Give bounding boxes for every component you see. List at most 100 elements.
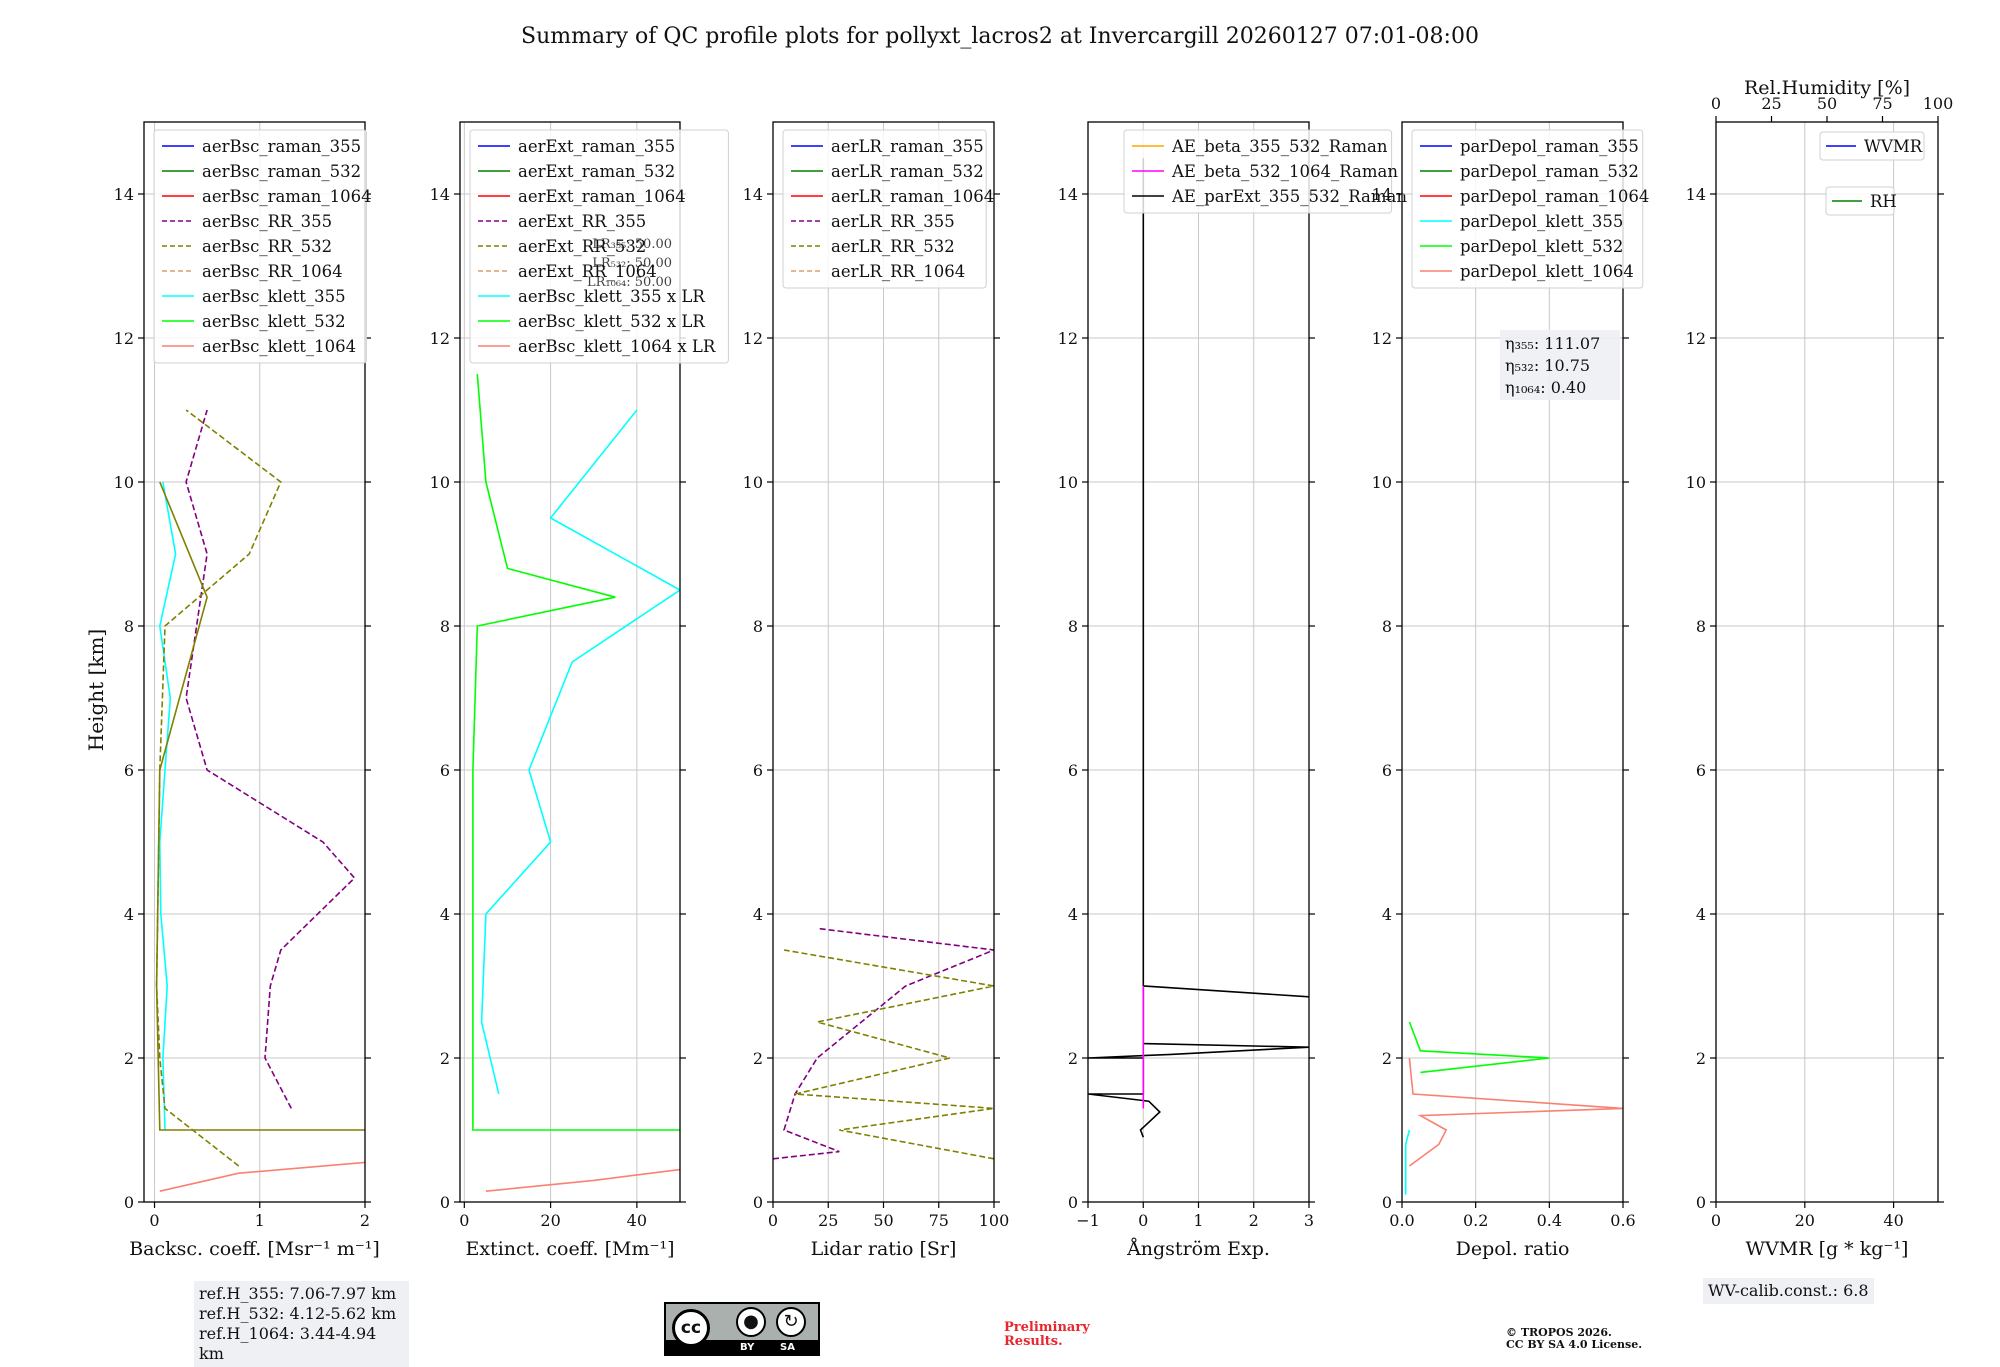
y-tick-label: 2 — [124, 1049, 134, 1068]
legend-label-aerBsc_raman_532: aerBsc_raman_532 — [202, 162, 361, 181]
y-tick-label: 12 — [430, 329, 450, 348]
y-tick-label: 2 — [1068, 1049, 1078, 1068]
series-line-parDepol_klett_1064 — [1408, 1057, 1623, 1167]
preliminary-line-2: Results. — [1004, 1334, 1063, 1349]
y-tick-label: 0 — [1382, 1193, 1392, 1212]
series-group — [773, 927, 994, 1160]
legend-label-parDepol_raman_1064: parDepol_raman_1064 — [1460, 187, 1649, 206]
legend-label-aerBsc_raman_355: aerBsc_raman_355 — [202, 137, 361, 156]
y-tick-label: 10 — [743, 473, 763, 492]
legend-label-aerBsc_klett_532 x LR: aerBsc_klett_532 x LR — [518, 312, 705, 331]
x-axis-label: Ångström Exp. — [1126, 1238, 1270, 1260]
y-tick-label: 12 — [1058, 329, 1078, 348]
series-line-AE_parExt_355_532_Raman — [1088, 158, 1309, 1138]
y-tick-label: 6 — [124, 761, 134, 780]
x-axis-label: Lidar ratio [Sr] — [811, 1238, 957, 1260]
panel-extinction: 0 20 40 0 2 4 6 8 10 12 14 Extinct. coeff. [Mm⁻¹] ae… — [430, 121, 729, 1260]
x2-tick-label: 50 — [1817, 94, 1837, 113]
y-tick-label: 0 — [753, 1193, 763, 1212]
eta-label: η₅₃₂: 10.75 — [1505, 356, 1590, 375]
legend-label-parDepol_klett_532: parDepol_klett_532 — [1460, 237, 1623, 256]
legend-label-parDepol_klett_355: parDepol_klett_355 — [1460, 212, 1623, 231]
x-axis-label: WVMR [g * kg⁻¹] — [1746, 1238, 1909, 1260]
copyright-note: © TROPOS 2026. CC BY SA 4.0 License. — [1506, 1327, 1642, 1351]
y-tick-label: 14 — [1686, 185, 1706, 204]
y-tick-label: 8 — [124, 617, 134, 636]
series-group — [1088, 158, 1309, 1138]
lr-label: LR₅₃₂: 50.00 — [592, 256, 672, 271]
x-tick-label: 20 — [540, 1211, 560, 1230]
x-tick-label: 1 — [255, 1211, 265, 1230]
series-line-aerBsc_klett_1064 — [159, 1161, 365, 1192]
legend-label-parDepol_raman_355: parDepol_raman_355 — [1460, 137, 1639, 156]
legend-label-aerBsc_RR_355: aerBsc_RR_355 — [202, 212, 332, 231]
series-line-aerBsc_klett_532 — [155, 481, 365, 1131]
y-tick-label: 8 — [1382, 617, 1392, 636]
y-tick-label: 0 — [1696, 1193, 1706, 1212]
legend-label-parDepol_klett_1064: parDepol_klett_1064 — [1460, 262, 1634, 281]
y-tick-label: 0 — [124, 1193, 134, 1212]
x2-tick-label: 100 — [1923, 94, 1954, 113]
series-line-aerBsc_klett_355 x LR — [480, 409, 680, 1095]
x-tick-label: 0 — [459, 1211, 469, 1230]
cc-icon: cc — [672, 1309, 710, 1347]
legend-box — [782, 129, 987, 289]
x-tick-label: −1 — [1076, 1211, 1100, 1230]
y-tick-label: 2 — [440, 1049, 450, 1068]
legend-label-aerLR_RR_1064: aerLR_RR_1064 — [831, 262, 965, 281]
legend-box — [1411, 129, 1644, 289]
x-axis-label: Extinct. coeff. [Mm⁻¹] — [465, 1238, 674, 1260]
x-tick-label: 0.2 — [1463, 1211, 1488, 1230]
x-axis-label: Backsc. coeff. [Msr⁻¹ m⁻¹] — [129, 1238, 380, 1260]
by-icon: ● — [736, 1307, 766, 1337]
panel-wvmr: 0 20 40 0 2 4 6 8 10 12 14 WVMR [g * kg⁻¹] 0 25 50 75 10… — [1686, 77, 1954, 1260]
x-tick-label: 0 — [1711, 1211, 1721, 1230]
x-tick-label: 0.6 — [1610, 1211, 1635, 1230]
legend-label-aerBsc_klett_1064 x LR: aerBsc_klett_1064 x LR — [518, 337, 716, 356]
y-tick-label: 4 — [124, 905, 134, 924]
y-tick-label: 6 — [753, 761, 763, 780]
wv-calib-const: WV-calib.const.: 6.8 — [1708, 1281, 1869, 1300]
legend-box — [153, 129, 367, 364]
y-tick-label: 10 — [1686, 473, 1706, 492]
legend-label-aerBsc_klett_355: aerBsc_klett_355 — [202, 287, 346, 306]
panel-lidar-ratio: 0 25 50 75 100 0 2 4 6 8 10 12 14 Lidar ratio [Sr] aer… — [743, 121, 1009, 1260]
ref-height-box: ref.H_355: 7.06-7.97 km ref.H_532: 4.12-… — [194, 1281, 409, 1367]
series-line-parDepol_klett_355 — [1404, 1129, 1411, 1195]
x-tick-label: 40 — [1883, 1211, 1903, 1230]
legend-label-AE_beta_355_532_Raman: AE_beta_355_532_Raman — [1171, 137, 1388, 156]
legend-label-parDepol_raman_532: parDepol_raman_532 — [1460, 162, 1639, 181]
legend-label-aerBsc_klett_355 x LR: aerBsc_klett_355 x LR — [518, 287, 705, 306]
ref-height-1064: ref.H_1064: 3.44-4.94 km — [199, 1324, 377, 1363]
preliminary-note: Preliminary Results. — [1004, 1321, 1090, 1349]
y-tick-label: 2 — [1696, 1049, 1706, 1068]
y-tick-label: 14 — [1058, 185, 1078, 204]
legend-label-aerBsc_klett_532: aerBsc_klett_532 — [202, 312, 346, 331]
x-axis-label: Depol. ratio — [1456, 1238, 1570, 1260]
y-tick-label: 4 — [1696, 905, 1706, 924]
legend-box — [1123, 129, 1393, 214]
legend-label-WVMR: WVMR — [1864, 137, 1923, 156]
legend-label-aerBsc_RR_532: aerBsc_RR_532 — [202, 237, 332, 256]
cc-license-badge[interactable]: cc ● ↻ BY SA — [664, 1302, 820, 1356]
series-line-aerBsc_klett_532 x LR — [472, 373, 680, 1131]
x-tick-label: 2 — [1249, 1211, 1259, 1230]
x-tick-label: 50 — [873, 1211, 893, 1230]
x-tick-label: 2 — [360, 1211, 370, 1230]
y-tick-label: 2 — [1382, 1049, 1392, 1068]
x-tick-label: 75 — [929, 1211, 949, 1230]
x2-axis-label: Rel.Humidity [%] — [1744, 77, 1910, 99]
legend-label-RH: RH — [1870, 192, 1897, 211]
y-tick-label: 4 — [1068, 905, 1078, 924]
sa-label: SA — [780, 1342, 795, 1353]
legend-label-aerLR_raman_1064: aerLR_raman_1064 — [831, 187, 994, 206]
y-tick-label: 14 — [743, 185, 763, 204]
y-tick-label: 6 — [1068, 761, 1078, 780]
x-tick-label: 40 — [627, 1211, 647, 1230]
y-tick-label: 6 — [1382, 761, 1392, 780]
y-tick-label: 8 — [1068, 617, 1078, 636]
y-tick-label: 2 — [753, 1049, 763, 1068]
